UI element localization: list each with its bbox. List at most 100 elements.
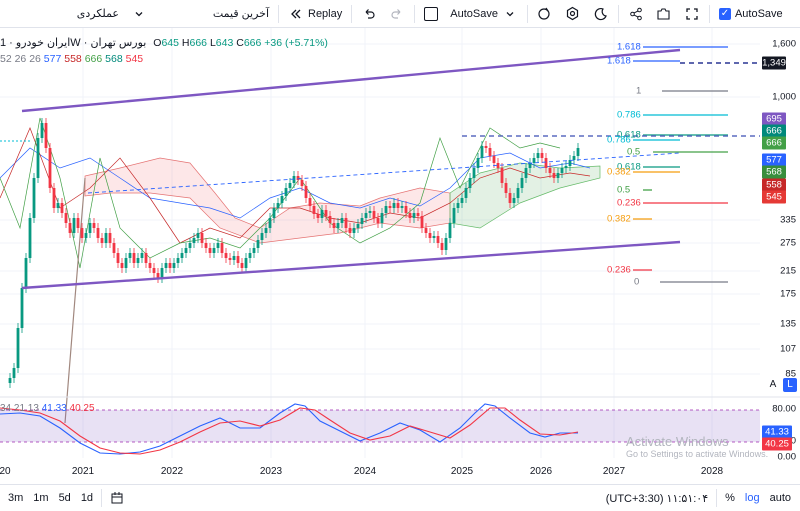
autosave-menu[interactable]: AutoSave bbox=[444, 2, 524, 26]
candle-body bbox=[252, 248, 256, 253]
ichimoku-tenkan-line bbox=[0, 147, 591, 219]
layout-button[interactable] bbox=[418, 2, 444, 26]
log-scale-toggle[interactable]: log bbox=[744, 492, 760, 504]
candle-body bbox=[560, 168, 564, 173]
price-chart[interactable] bbox=[0, 28, 800, 484]
candle-body bbox=[132, 253, 136, 263]
candle-body bbox=[288, 183, 292, 188]
toolbar-divider bbox=[278, 4, 279, 23]
auto-scale-button[interactable]: A bbox=[769, 379, 777, 390]
candle-body bbox=[264, 228, 268, 233]
time-axis-label: 2025 bbox=[450, 466, 474, 477]
price-axis[interactable]: 1,600 1,000 335 275 215 175 135 107 85 bbox=[760, 28, 800, 403]
candle-body bbox=[76, 218, 80, 228]
fib-level-label: 0.236 bbox=[617, 197, 641, 209]
time-axis-label: 2026 bbox=[529, 466, 553, 477]
candle-body bbox=[116, 253, 120, 263]
candle-body bbox=[220, 243, 224, 253]
toolbar-divider bbox=[526, 4, 528, 23]
activate-windows-watermark: Activate Windows Go to Settings to activ… bbox=[626, 434, 769, 459]
log-scale-button[interactable]: L bbox=[783, 378, 797, 392]
candle-body bbox=[240, 263, 244, 268]
fib-level-label: 1 bbox=[636, 85, 642, 97]
range-1m-button[interactable]: 1m bbox=[33, 492, 49, 504]
time-axis-label: 2021 bbox=[71, 466, 95, 477]
range-1d-button[interactable]: 1d bbox=[80, 492, 94, 504]
candle-body bbox=[340, 218, 344, 223]
price-tag: 695 bbox=[762, 112, 786, 126]
time-axis[interactable]: 20 2021 2022 2023 2024 2025 2026 2027 2028 bbox=[0, 462, 760, 482]
calendar-range-icon[interactable] bbox=[109, 490, 125, 506]
fullscreen-button[interactable] bbox=[678, 2, 706, 26]
chevron-down-icon bbox=[131, 6, 147, 22]
auto-scale-toggle[interactable]: auto bbox=[769, 492, 791, 504]
ichimoku-legend[interactable]: 52 26 26 577 558 666 568 545 bbox=[0, 53, 328, 65]
ichimoku-value: 666 bbox=[84, 53, 103, 65]
candle-body bbox=[380, 213, 384, 223]
candle-body bbox=[300, 180, 304, 186]
candle-body bbox=[468, 178, 472, 188]
candle-body bbox=[236, 256, 240, 263]
stochastic-d-line bbox=[0, 407, 579, 455]
candle-body bbox=[268, 218, 272, 228]
stochastic-k-line bbox=[0, 403, 578, 455]
stoch-axis-label: 80.00 bbox=[772, 403, 796, 415]
autosave-toggle[interactable]: ✓ AutoSave bbox=[713, 2, 789, 26]
fib-level-label: 0.5 bbox=[617, 184, 631, 196]
settings-button[interactable] bbox=[559, 2, 587, 26]
candle-body bbox=[532, 158, 536, 163]
compare-button[interactable] bbox=[531, 2, 559, 26]
price-axis-label: 215 bbox=[780, 265, 796, 277]
candle-body bbox=[492, 156, 496, 163]
candle-body bbox=[576, 148, 580, 156]
candle-body bbox=[544, 158, 548, 168]
replay-button[interactable]: Replay bbox=[282, 2, 348, 26]
clock-timezone[interactable]: (UTC+3:30) ۱۱:۵۱:۰۴ bbox=[605, 492, 709, 505]
candle-body bbox=[136, 258, 140, 263]
redo-button[interactable] bbox=[383, 2, 411, 26]
candle-body bbox=[28, 218, 32, 258]
candle-body bbox=[188, 243, 192, 248]
toolbar-divider bbox=[617, 4, 619, 23]
price-tag: 568 bbox=[762, 165, 786, 179]
candle-body bbox=[68, 223, 72, 233]
theme-button[interactable] bbox=[587, 2, 615, 26]
ichimoku-value: 577 bbox=[43, 53, 62, 65]
share-button[interactable] bbox=[622, 2, 650, 26]
undo-button[interactable] bbox=[355, 2, 383, 26]
percent-scale-button[interactable]: % bbox=[725, 492, 735, 504]
performance-menu[interactable]: عملکردی bbox=[0, 2, 125, 26]
chevron-down-icon bbox=[502, 6, 518, 22]
range-5d-button[interactable]: 5d bbox=[58, 492, 71, 504]
candle-body bbox=[536, 153, 540, 158]
fib-level-label: 0.382 bbox=[607, 213, 631, 225]
candle-body bbox=[336, 223, 340, 228]
candle-body bbox=[464, 188, 468, 198]
candle-body bbox=[424, 228, 428, 233]
candle-body bbox=[108, 233, 112, 243]
candle-body bbox=[352, 228, 356, 233]
snapshot-button[interactable] bbox=[650, 2, 678, 26]
bottom-divider bbox=[101, 489, 103, 507]
stochastic-band bbox=[0, 410, 760, 442]
performance-label: عملکردی bbox=[76, 8, 119, 20]
candle-body bbox=[384, 206, 388, 213]
fib-level-label: 0 bbox=[634, 276, 640, 288]
price-tag: 666 bbox=[762, 136, 786, 150]
candle-body bbox=[160, 268, 164, 278]
candle-body bbox=[100, 238, 104, 243]
range-3m-button[interactable]: 3m bbox=[8, 492, 24, 504]
candle-body bbox=[392, 203, 396, 208]
time-axis-label: 2023 bbox=[259, 466, 283, 477]
stochastic-legend[interactable]: 34 21 13 41.33 40.25 bbox=[0, 403, 95, 414]
magic-icon bbox=[537, 6, 553, 22]
ichimoku-cloud bbox=[0, 117, 601, 424]
trend-dashed-line bbox=[87, 152, 681, 194]
candle-body bbox=[348, 228, 352, 233]
price-tag: 577 bbox=[762, 153, 786, 167]
time-axis-label: 20 bbox=[0, 466, 11, 477]
price-type-select[interactable]: آخرین قیمت bbox=[125, 2, 275, 26]
symbol-title[interactable]: ایران خودرو · 1W · بورس تهران bbox=[0, 37, 147, 49]
stochastic-d: 40.25 bbox=[69, 403, 95, 414]
candle-body bbox=[440, 243, 444, 250]
